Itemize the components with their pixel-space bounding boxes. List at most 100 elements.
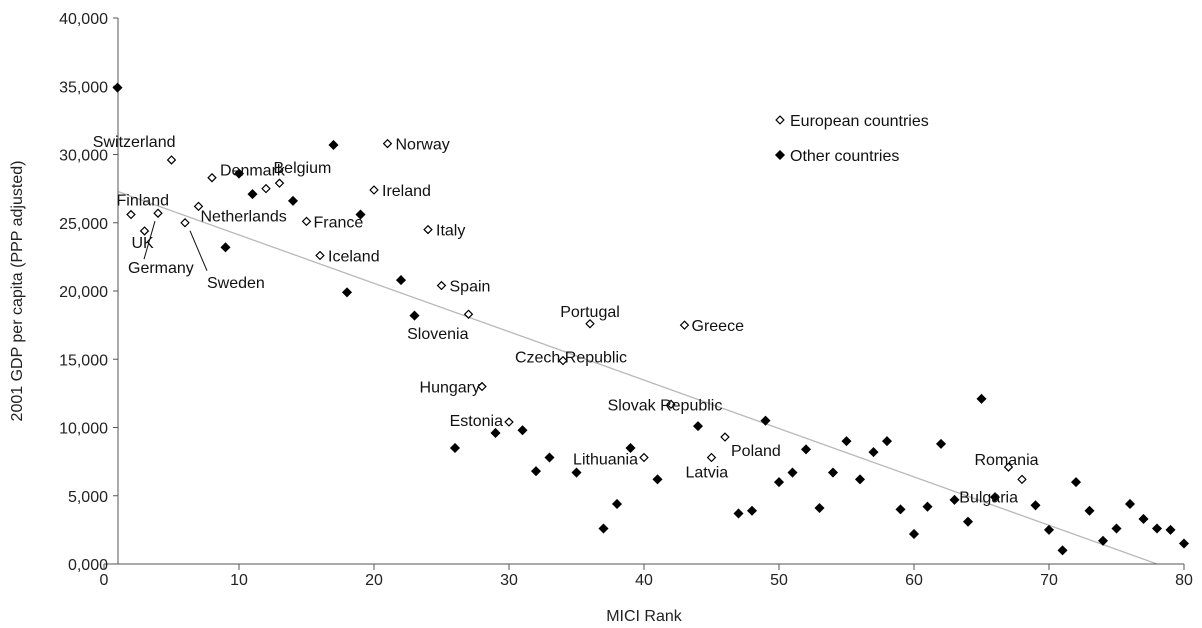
other-country-point	[1070, 477, 1082, 488]
other-country-point	[1084, 505, 1095, 516]
european-country-point	[1003, 462, 1014, 472]
other-country-point	[922, 501, 933, 512]
point-label: Norway	[396, 137, 450, 154]
european-country-point	[679, 320, 690, 330]
other-country-point	[976, 393, 987, 404]
european-country-point	[126, 209, 136, 220]
other-country-point	[895, 504, 906, 515]
other-country-point	[287, 195, 299, 206]
other-country-point	[1138, 513, 1149, 524]
other-country-point	[773, 477, 785, 488]
european-country-point	[463, 309, 474, 319]
point-label: Portugal	[560, 304, 620, 321]
european-country-point	[153, 208, 163, 218]
point-label: Sweden	[207, 275, 265, 292]
european-country-point	[382, 138, 393, 149]
trendline	[117, 190, 1158, 565]
european-country-point	[261, 183, 271, 194]
y-axis-title: 2001 GDP per capita (PPP adjusted)	[9, 161, 26, 422]
point-label: France	[314, 214, 364, 231]
european-country-point	[193, 201, 204, 212]
x-tick-label: 50	[770, 572, 788, 589]
other-country-point	[800, 444, 812, 455]
other-country-point	[692, 421, 704, 432]
x-tick-label: 10	[230, 572, 248, 589]
point-label: Lithuania	[573, 452, 638, 469]
other-country-point	[1030, 500, 1041, 511]
other-country-point	[814, 503, 825, 514]
other-country-point	[328, 139, 339, 150]
y-tick-label: 25,000	[59, 216, 108, 233]
point-label: Iceland	[328, 249, 380, 266]
other-country-point	[1178, 538, 1190, 549]
legend: European countries Other countries	[774, 113, 929, 165]
european-country-point	[504, 417, 514, 427]
other-country-point	[1111, 523, 1122, 534]
other-country-point	[989, 492, 1001, 503]
x-tick-label: 0	[100, 572, 109, 589]
other-country-point	[1043, 524, 1055, 535]
legend-marker	[774, 149, 786, 161]
y-tick-label: 35,000	[59, 79, 108, 96]
x-tick-label: 80	[1175, 572, 1193, 589]
european-country-point	[477, 381, 487, 392]
point-label: Ireland	[382, 183, 431, 200]
point-label: Germany	[128, 260, 194, 277]
point-label: Bulgaria	[959, 489, 1018, 506]
other-country-point	[395, 275, 407, 286]
other-country-point	[233, 168, 245, 179]
other-country-point	[841, 436, 852, 447]
european-country-point	[139, 226, 150, 236]
european-country-point	[1017, 474, 1027, 485]
european-country-point	[301, 216, 312, 227]
european-country-point	[666, 399, 676, 410]
point-label: Slovak Republic	[608, 397, 723, 414]
other-country-point	[220, 242, 231, 253]
legend-marker	[775, 115, 785, 125]
european-country-point	[436, 280, 447, 291]
x-tick-label: 30	[500, 572, 518, 589]
label-leader-lines	[143, 221, 208, 271]
point-label: Belgium	[274, 160, 332, 177]
x-tick-label: 60	[905, 572, 923, 589]
european-country-point	[720, 432, 730, 442]
other-country-point	[1165, 524, 1176, 535]
other-country-point	[827, 467, 839, 478]
other-country-point	[760, 415, 771, 426]
legend-label: Other countries	[790, 148, 899, 165]
label-leader-line	[189, 230, 208, 271]
point-label: Poland	[731, 443, 781, 460]
other-country-point	[935, 438, 947, 449]
y-tick-label: 5,000	[68, 489, 108, 506]
legend-label: European countries	[790, 113, 929, 130]
x-tick-label: 70	[1040, 572, 1058, 589]
other-country-point	[530, 466, 542, 477]
other-country-point	[611, 498, 623, 509]
other-country-point	[544, 452, 555, 463]
other-country-point	[571, 467, 582, 478]
other-country-point	[112, 82, 123, 93]
point-label: Romania	[975, 452, 1039, 469]
point-label: Czech Republic	[515, 350, 627, 367]
data-points	[112, 82, 1190, 556]
point-label: UK	[132, 235, 155, 252]
european-country-point	[558, 355, 568, 366]
other-country-point	[787, 467, 798, 478]
other-country-point	[625, 442, 636, 453]
other-country-point	[881, 436, 893, 447]
other-country-point	[949, 494, 960, 505]
y-tick-label: 40,000	[59, 11, 108, 28]
other-country-point	[1151, 523, 1163, 534]
european-country-point	[706, 452, 717, 463]
label-leader-line	[143, 221, 156, 260]
other-country-point	[746, 505, 758, 516]
european-country-point	[639, 452, 649, 463]
point-label: Switzerland	[93, 134, 176, 151]
x-tick-label: 40	[635, 572, 653, 589]
other-country-point	[1057, 545, 1068, 556]
other-country-point	[490, 427, 501, 438]
point-label: Greece	[692, 318, 745, 335]
other-country-point	[1097, 535, 1109, 546]
other-country-point	[908, 528, 920, 539]
